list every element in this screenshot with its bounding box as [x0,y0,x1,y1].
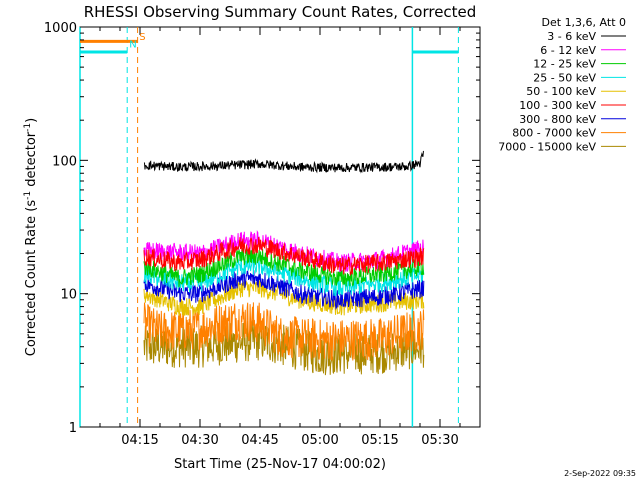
series-6 [143,269,425,311]
xtick-label-4: 05:15 [361,433,398,448]
series-2 [143,247,425,288]
ytick-label-0: 1 [69,421,77,436]
series-7 [143,302,425,361]
legend-label-0: 3 - 6 keV [547,30,596,43]
legend-label-3: 25 - 50 keV [533,71,596,84]
plot-area [79,26,481,428]
legend-label-8: 7000 - 15000 keV [498,140,596,153]
legend-header: Det 1,3,6, Att 0 [542,16,626,29]
annotations: SN [129,32,145,51]
annotation-1: N [129,40,136,51]
legend-label-1: 6 - 12 keV [540,44,596,57]
legend-label-2: 12 - 25 keV [533,58,596,71]
orbit-markers [79,27,459,427]
x-axis-label: Start Time (25-Nov-17 04:00:02) [174,457,386,472]
series-0 [143,150,425,174]
legend-label-5: 100 - 300 keV [519,99,596,112]
ytick-label-3: 1000 [44,21,77,36]
chart-title: RHESSI Observing Summary Count Rates, Co… [84,3,477,21]
series-3 [143,256,425,297]
series-layer [143,150,425,376]
annotation-0: S [139,32,145,43]
ytick-label-1: 10 [60,288,77,303]
axes: 1 10 100 1000 04:15 04:30 04:45 05:00 05:15 05:30 [44,21,480,448]
series-5 [143,237,425,277]
series-8 [143,319,425,376]
ytick-label-2: 100 [52,154,77,169]
footer-date: 2-Sep-2022 09:35 [564,469,636,478]
xtick-label-3: 05:00 [301,433,338,448]
xtick-label-2: 04:45 [241,433,278,448]
legend-label-4: 50 - 100 keV [526,85,596,98]
xtick-label-1: 04:30 [181,433,218,448]
xtick-label-0: 04:15 [121,433,158,448]
y-axis-label: Corrected Count Rate (s-1 detector-1) [23,118,39,356]
legend-label-7: 800 - 7000 keV [512,127,596,140]
status-bars [80,39,459,54]
series-4 [143,278,425,316]
legend-label-6: 300 - 800 keV [519,113,596,126]
plot-frame [79,26,481,428]
xtick-label-5: 05:30 [421,433,458,448]
